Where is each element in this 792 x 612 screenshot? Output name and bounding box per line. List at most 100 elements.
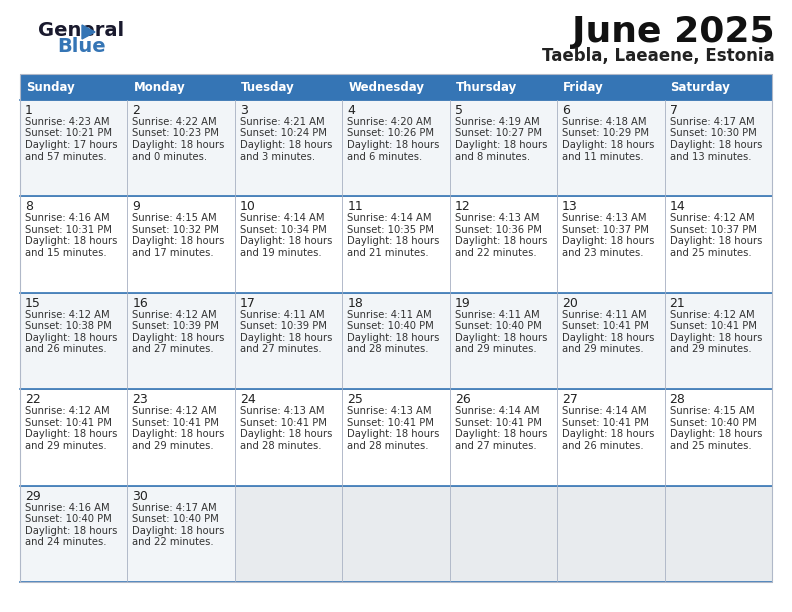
- Text: Daylight: 18 hours: Daylight: 18 hours: [132, 333, 225, 343]
- Text: 12: 12: [455, 200, 470, 214]
- Bar: [128, 100, 235, 196]
- Text: 7: 7: [669, 104, 678, 117]
- Text: Sunset: 10:38 PM: Sunset: 10:38 PM: [25, 321, 112, 331]
- Text: 6: 6: [562, 104, 570, 117]
- Text: Sunset: 10:41 PM: Sunset: 10:41 PM: [240, 418, 327, 428]
- Text: Sunday: Sunday: [26, 81, 74, 94]
- Text: Sunset: 10:23 PM: Sunset: 10:23 PM: [132, 129, 219, 138]
- Text: 30: 30: [132, 490, 148, 502]
- Text: 22: 22: [25, 393, 40, 406]
- Text: Sunset: 10:41 PM: Sunset: 10:41 PM: [132, 418, 219, 428]
- Text: Daylight: 18 hours: Daylight: 18 hours: [347, 333, 440, 343]
- Text: 14: 14: [669, 200, 685, 214]
- Text: 4: 4: [347, 104, 355, 117]
- Text: Sunrise: 4:12 AM: Sunrise: 4:12 AM: [132, 406, 217, 416]
- Text: 5: 5: [455, 104, 463, 117]
- Bar: [342, 389, 450, 485]
- Text: Daylight: 18 hours: Daylight: 18 hours: [347, 140, 440, 150]
- Text: Daylight: 18 hours: Daylight: 18 hours: [240, 140, 332, 150]
- Text: 8: 8: [25, 200, 33, 214]
- Text: 25: 25: [347, 393, 364, 406]
- Text: 18: 18: [347, 297, 364, 310]
- Text: Daylight: 18 hours: Daylight: 18 hours: [669, 333, 762, 343]
- Text: Sunrise: 4:12 AM: Sunrise: 4:12 AM: [25, 406, 109, 416]
- Text: Sunset: 10:35 PM: Sunset: 10:35 PM: [347, 225, 434, 235]
- Bar: [342, 196, 450, 293]
- Text: Sunrise: 4:13 AM: Sunrise: 4:13 AM: [347, 406, 432, 416]
- Bar: [235, 100, 342, 196]
- Text: Tuesday: Tuesday: [241, 81, 295, 94]
- Bar: [342, 485, 450, 582]
- Text: and 25 minutes.: and 25 minutes.: [669, 248, 751, 258]
- Text: 17: 17: [240, 297, 256, 310]
- Text: Daylight: 18 hours: Daylight: 18 hours: [669, 429, 762, 439]
- Bar: [450, 196, 557, 293]
- Bar: [342, 74, 450, 100]
- Text: and 15 minutes.: and 15 minutes.: [25, 248, 107, 258]
- Text: Daylight: 18 hours: Daylight: 18 hours: [455, 333, 547, 343]
- Text: Monday: Monday: [133, 81, 185, 94]
- Bar: [128, 485, 235, 582]
- Text: Daylight: 18 hours: Daylight: 18 hours: [132, 429, 225, 439]
- Text: and 27 minutes.: and 27 minutes.: [240, 345, 322, 354]
- Text: and 28 minutes.: and 28 minutes.: [347, 441, 428, 450]
- Bar: [557, 100, 664, 196]
- Bar: [664, 389, 772, 485]
- Text: Sunrise: 4:11 AM: Sunrise: 4:11 AM: [347, 310, 432, 320]
- Text: Daylight: 18 hours: Daylight: 18 hours: [455, 140, 547, 150]
- Text: and 17 minutes.: and 17 minutes.: [132, 248, 214, 258]
- Text: Sunset: 10:40 PM: Sunset: 10:40 PM: [132, 514, 219, 524]
- Text: Daylight: 18 hours: Daylight: 18 hours: [455, 429, 547, 439]
- Text: Sunrise: 4:12 AM: Sunrise: 4:12 AM: [132, 310, 217, 320]
- Text: Sunrise: 4:15 AM: Sunrise: 4:15 AM: [132, 214, 217, 223]
- Text: 24: 24: [240, 393, 256, 406]
- Text: Saturday: Saturday: [671, 81, 730, 94]
- Text: Daylight: 18 hours: Daylight: 18 hours: [562, 429, 654, 439]
- Text: 19: 19: [455, 297, 470, 310]
- Text: and 13 minutes.: and 13 minutes.: [669, 152, 751, 162]
- Text: Sunset: 10:24 PM: Sunset: 10:24 PM: [240, 129, 327, 138]
- Text: Sunset: 10:37 PM: Sunset: 10:37 PM: [669, 225, 756, 235]
- Text: and 27 minutes.: and 27 minutes.: [132, 345, 214, 354]
- Text: 23: 23: [132, 393, 148, 406]
- Text: Daylight: 18 hours: Daylight: 18 hours: [347, 429, 440, 439]
- Bar: [450, 293, 557, 389]
- Text: Daylight: 18 hours: Daylight: 18 hours: [132, 526, 225, 536]
- Bar: [235, 196, 342, 293]
- Text: Sunrise: 4:14 AM: Sunrise: 4:14 AM: [240, 214, 325, 223]
- Text: Daylight: 18 hours: Daylight: 18 hours: [347, 236, 440, 247]
- Text: Sunrise: 4:12 AM: Sunrise: 4:12 AM: [669, 310, 754, 320]
- Text: 15: 15: [25, 297, 41, 310]
- Text: Sunset: 10:41 PM: Sunset: 10:41 PM: [562, 321, 649, 331]
- Text: and 29 minutes.: and 29 minutes.: [562, 345, 644, 354]
- Text: and 6 minutes.: and 6 minutes.: [347, 152, 423, 162]
- Text: Sunrise: 4:15 AM: Sunrise: 4:15 AM: [669, 406, 754, 416]
- Bar: [128, 74, 235, 100]
- Text: 10: 10: [240, 200, 256, 214]
- Text: and 0 minutes.: and 0 minutes.: [132, 152, 208, 162]
- Text: Sunrise: 4:12 AM: Sunrise: 4:12 AM: [25, 310, 109, 320]
- Bar: [20, 389, 128, 485]
- Text: and 27 minutes.: and 27 minutes.: [455, 441, 536, 450]
- Text: June 2025: June 2025: [573, 15, 775, 49]
- Bar: [450, 100, 557, 196]
- Polygon shape: [82, 25, 95, 39]
- Text: Sunset: 10:40 PM: Sunset: 10:40 PM: [25, 514, 112, 524]
- Bar: [450, 389, 557, 485]
- Bar: [342, 100, 450, 196]
- Text: 20: 20: [562, 297, 578, 310]
- Text: 27: 27: [562, 393, 578, 406]
- Text: 28: 28: [669, 393, 685, 406]
- Bar: [664, 485, 772, 582]
- Text: and 29 minutes.: and 29 minutes.: [455, 345, 536, 354]
- Text: Sunset: 10:41 PM: Sunset: 10:41 PM: [562, 418, 649, 428]
- Text: Daylight: 18 hours: Daylight: 18 hours: [669, 236, 762, 247]
- Text: and 26 minutes.: and 26 minutes.: [562, 441, 644, 450]
- Text: Sunrise: 4:20 AM: Sunrise: 4:20 AM: [347, 117, 432, 127]
- Text: Sunrise: 4:14 AM: Sunrise: 4:14 AM: [562, 406, 646, 416]
- Text: Sunrise: 4:21 AM: Sunrise: 4:21 AM: [240, 117, 325, 127]
- Text: Sunset: 10:41 PM: Sunset: 10:41 PM: [669, 321, 756, 331]
- Bar: [20, 293, 128, 389]
- Text: Thursday: Thursday: [455, 81, 517, 94]
- Text: Sunset: 10:21 PM: Sunset: 10:21 PM: [25, 129, 112, 138]
